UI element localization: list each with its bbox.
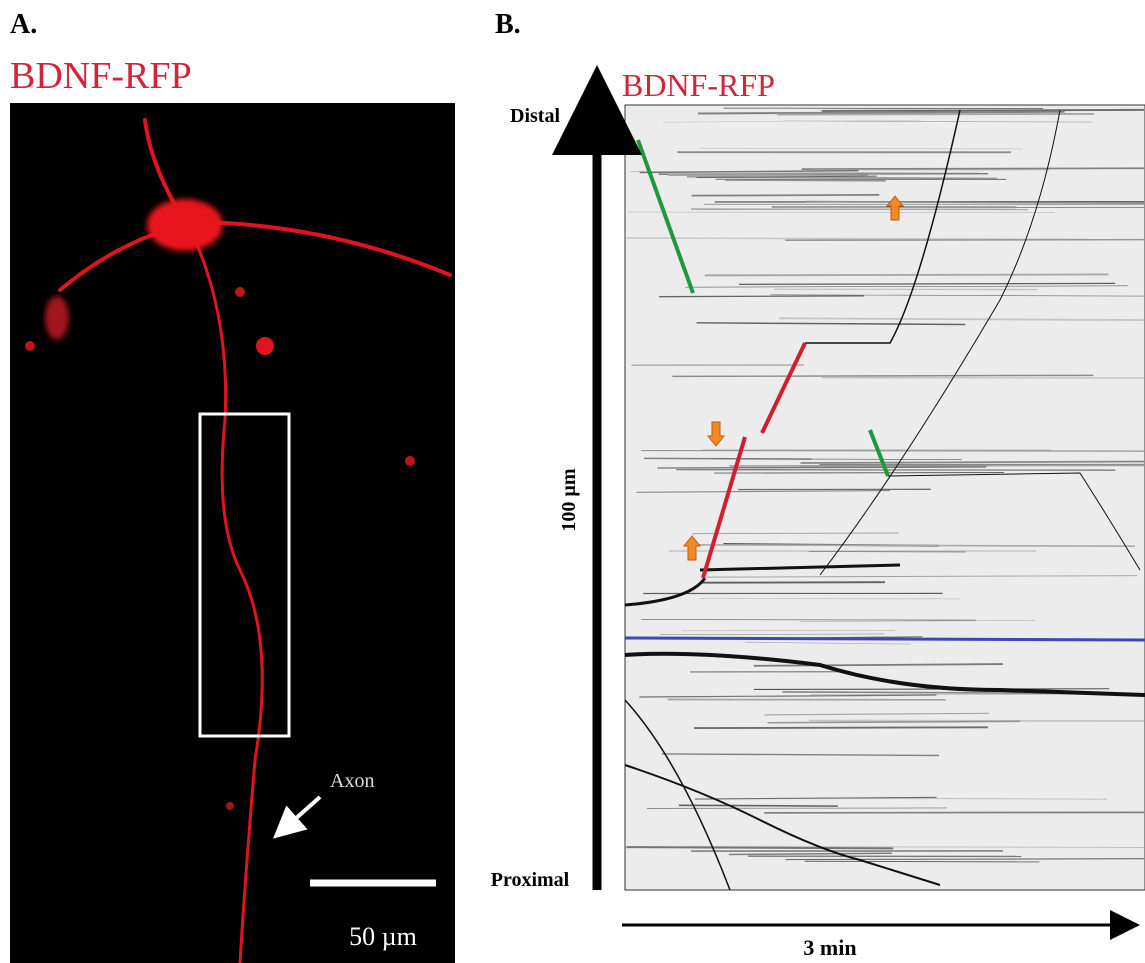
texture-line [777, 112, 1095, 116]
green-track [636, 139, 695, 294]
texture-line [767, 720, 1020, 724]
texture-line [672, 374, 1094, 378]
texture-line [785, 858, 1145, 861]
puncta [405, 456, 415, 466]
texture-line [805, 200, 1145, 204]
texture-line [801, 167, 1145, 170]
trace [819, 109, 1061, 576]
puncta [226, 802, 234, 810]
kymograph [624, 104, 1145, 891]
region-box [198, 412, 291, 738]
dendrite [198, 220, 452, 277]
texture-line [678, 804, 838, 807]
texture-line [659, 633, 884, 635]
texture-line [694, 796, 937, 800]
texture-line [691, 194, 880, 197]
trace [624, 651, 1145, 697]
distal-label: Distal [510, 105, 560, 127]
x-axis-label: 3 min [803, 935, 856, 960]
trace [805, 109, 961, 344]
annotation: Axon [330, 770, 374, 792]
panel-title: BDNF-RFP [622, 67, 775, 103]
puncta [235, 287, 245, 297]
texture-line [728, 852, 892, 856]
texture-line [697, 110, 1065, 115]
texture-line [713, 458, 962, 461]
green-track [868, 429, 890, 477]
panel-label: A. [10, 9, 37, 40]
red-track [760, 342, 807, 434]
texture-line [641, 619, 976, 621]
trace [887, 472, 1141, 571]
texture-line [821, 108, 1145, 112]
puncta [256, 337, 274, 355]
texture-line [626, 846, 894, 850]
kymograph-texture [626, 107, 1145, 863]
texture-line [799, 620, 1035, 623]
panel-title: BDNF-RFP [10, 55, 192, 97]
texture-line [696, 175, 877, 179]
orange-arrow-down [706, 421, 726, 447]
texture-line [639, 169, 859, 174]
texture-line [686, 846, 1145, 848]
panel-label: B. [495, 9, 521, 40]
texture-line [636, 490, 890, 493]
dendrite [143, 118, 177, 207]
red-track [701, 436, 747, 579]
texture-line [639, 694, 937, 698]
texture-line [783, 120, 1092, 123]
texture-line [685, 285, 1128, 288]
texture-line [764, 712, 990, 716]
texture-line [692, 532, 899, 535]
scale-bar-label: 50 µm [349, 922, 417, 951]
texture-line [694, 726, 988, 730]
texture-line [800, 460, 1145, 464]
blob [45, 296, 69, 340]
texture-line [659, 295, 865, 298]
neuron [25, 118, 452, 963]
trace [624, 563, 901, 607]
proximal-label: Proximal [491, 869, 570, 891]
texture-line [628, 211, 1055, 213]
texture-line [662, 119, 922, 123]
texture-line [804, 860, 1040, 863]
texture-line [724, 179, 886, 182]
texture-line [699, 147, 1023, 150]
texture-line [744, 641, 911, 645]
texture-line [739, 282, 1116, 285]
kymograph-traces [624, 109, 1145, 891]
texture-line [696, 322, 966, 326]
texture-line [753, 663, 1003, 667]
axon [193, 238, 264, 963]
texture-line [714, 472, 1005, 474]
puncta [25, 341, 35, 351]
texture-line [770, 294, 1145, 297]
micrograph [10, 103, 455, 963]
annotation-arrow [273, 795, 322, 839]
texture-line [657, 466, 986, 469]
texture-line [685, 543, 1135, 547]
soma [147, 199, 223, 251]
texture-line [779, 317, 1145, 321]
trace [624, 764, 941, 886]
texture-line [661, 753, 940, 757]
orange-arrow-up [885, 195, 905, 221]
reference-line [624, 636, 1145, 642]
texture-line [706, 575, 1138, 578]
trace [624, 699, 731, 891]
texture-line [785, 238, 1145, 242]
texture-line [641, 449, 1145, 452]
texture-line [704, 273, 1109, 277]
orange-arrow-up [682, 535, 702, 561]
texture-line [754, 688, 1110, 691]
y-axis-label: 100 µm [558, 468, 580, 532]
